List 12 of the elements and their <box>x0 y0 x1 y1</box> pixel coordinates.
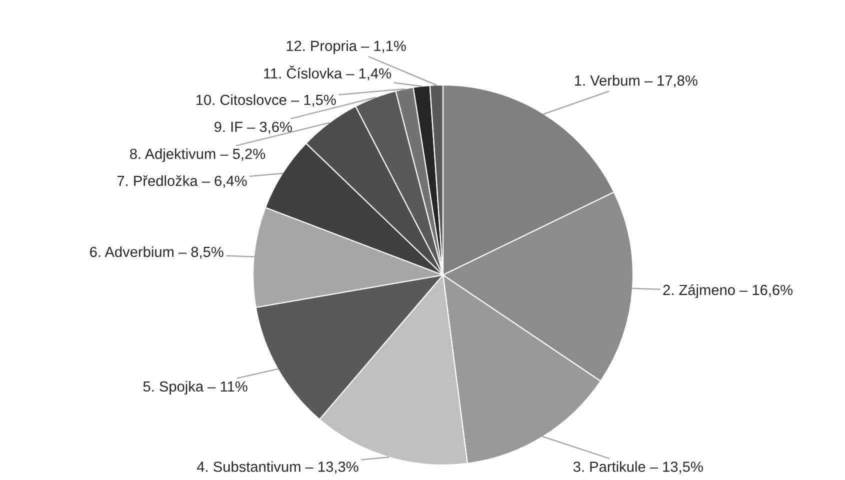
slice-label: 11. Číslovka – 1,4% <box>264 66 392 80</box>
slice-label: 6. Adverbium – 8,5% <box>90 246 224 259</box>
slice-label: 3. Partikule – 13,5% <box>573 461 703 474</box>
slice-label: 7. Předložka – 6,4% <box>117 175 247 188</box>
slice-label: 2. Zájmeno – 16,6% <box>663 284 793 298</box>
slice-label: 5. Spojka – 11% <box>143 380 248 395</box>
slice-label: 1. Verbum – 17,8% <box>575 75 698 88</box>
slice-label: 8. Adjektivum – 5,2% <box>130 148 266 162</box>
slice-label: 9. IF – 3,6% <box>214 122 292 134</box>
slice-label: 10. Citoslovce – 1,5% <box>196 94 336 107</box>
slice-label: 4. Substantivum – 13,3% <box>197 461 358 474</box>
slice-label: 12. Propria – 1,1% <box>286 40 406 54</box>
